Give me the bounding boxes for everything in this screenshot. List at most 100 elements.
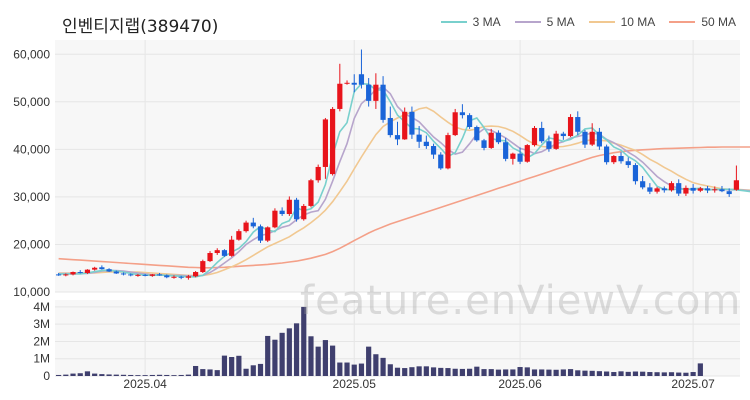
candle bbox=[589, 123, 595, 147]
candle-body bbox=[171, 276, 177, 278]
candle bbox=[575, 111, 581, 136]
candle bbox=[668, 181, 675, 192]
volume-bar bbox=[351, 364, 357, 376]
volume-bar bbox=[647, 372, 653, 376]
volume-bar bbox=[366, 346, 372, 376]
candle bbox=[676, 179, 682, 196]
candle bbox=[452, 108, 458, 137]
volume-bar bbox=[697, 363, 703, 376]
candle-body bbox=[539, 127, 545, 142]
candle-body bbox=[164, 275, 170, 278]
volume-bar bbox=[250, 365, 256, 376]
candle bbox=[207, 251, 213, 263]
volume-bar bbox=[618, 371, 624, 376]
candle-body bbox=[719, 189, 725, 192]
candle bbox=[632, 163, 639, 185]
candle bbox=[120, 272, 127, 276]
volume-bar bbox=[358, 363, 365, 376]
candle bbox=[344, 80, 350, 85]
candle bbox=[640, 175, 646, 190]
candle bbox=[330, 107, 336, 176]
volume-bar bbox=[488, 369, 494, 376]
legend-swatch bbox=[440, 21, 467, 23]
candle-body bbox=[193, 272, 199, 277]
candle-body bbox=[582, 131, 588, 145]
legend-label: 3 MA bbox=[472, 15, 501, 29]
volume-bar bbox=[416, 366, 422, 376]
volume-bar bbox=[596, 371, 602, 376]
volume-bar bbox=[243, 368, 249, 376]
candle bbox=[164, 274, 170, 279]
candle bbox=[106, 268, 112, 273]
price-plot-background bbox=[55, 40, 740, 292]
volume-bar bbox=[301, 306, 307, 376]
candle bbox=[286, 196, 292, 216]
volume-bar bbox=[142, 375, 148, 376]
chart-title: 인벤티지랩(389470) bbox=[62, 17, 219, 37]
time-tick-label: 2025.04 bbox=[123, 377, 167, 391]
candle bbox=[373, 73, 379, 109]
volume-bar bbox=[315, 346, 321, 376]
candle bbox=[712, 186, 718, 193]
price-tick-label: 20,000 bbox=[13, 237, 50, 251]
candle bbox=[553, 130, 559, 150]
candle bbox=[200, 259, 206, 273]
candle-body bbox=[358, 74, 365, 85]
volume-bar bbox=[531, 369, 538, 376]
candle-body bbox=[445, 135, 451, 169]
candle-body bbox=[308, 180, 314, 206]
volume-bar bbox=[200, 369, 206, 376]
candle-body bbox=[56, 274, 62, 276]
volume-bar bbox=[690, 372, 696, 376]
candle bbox=[726, 188, 732, 197]
volume-tick-label: 3M bbox=[33, 317, 50, 331]
candle bbox=[301, 204, 307, 221]
candle bbox=[387, 106, 393, 138]
volume-bar bbox=[156, 374, 163, 376]
candle-body bbox=[481, 140, 487, 148]
candle bbox=[243, 220, 249, 233]
volume-bar bbox=[344, 362, 350, 376]
volume-bar bbox=[467, 368, 473, 376]
candle-body bbox=[265, 227, 271, 241]
time-tick-label: 2025.06 bbox=[498, 377, 542, 391]
candle bbox=[193, 271, 199, 278]
candle bbox=[625, 157, 631, 168]
volume-bar bbox=[394, 367, 401, 376]
moving-average-lines bbox=[58, 82, 750, 278]
volume-bar bbox=[214, 370, 220, 376]
candle-body bbox=[344, 82, 350, 84]
candle-body bbox=[92, 267, 98, 270]
volume-bar bbox=[625, 371, 631, 376]
volume-bar bbox=[474, 366, 480, 376]
candle bbox=[654, 186, 660, 194]
volume-bar bbox=[567, 369, 574, 376]
candle bbox=[546, 135, 552, 152]
volume-bar bbox=[539, 369, 545, 376]
volume-bar bbox=[409, 367, 415, 376]
volume-bar bbox=[84, 371, 91, 376]
candle-body bbox=[503, 142, 509, 159]
volume-bar bbox=[676, 372, 682, 376]
volume-bar bbox=[373, 354, 379, 376]
volume-bar bbox=[135, 375, 141, 376]
volume-plot-background bbox=[55, 300, 740, 376]
candle-body bbox=[279, 210, 285, 215]
ma3-line bbox=[58, 82, 750, 278]
volume-bar bbox=[654, 372, 660, 376]
volume-bar bbox=[185, 374, 191, 376]
volume-bar bbox=[221, 355, 228, 376]
candle-body bbox=[229, 239, 235, 256]
price-tick-label: 60,000 bbox=[13, 47, 50, 61]
candle-body bbox=[611, 156, 617, 163]
volume-bar bbox=[272, 339, 278, 376]
candle bbox=[149, 273, 155, 277]
candle-body bbox=[149, 274, 155, 276]
volume-tick-label: 1M bbox=[33, 352, 50, 366]
ma10-line bbox=[58, 106, 750, 277]
candle-body bbox=[452, 112, 458, 136]
volume-bar bbox=[438, 367, 444, 376]
candle-body bbox=[495, 132, 502, 143]
candle bbox=[358, 49, 365, 89]
candle bbox=[733, 165, 739, 191]
